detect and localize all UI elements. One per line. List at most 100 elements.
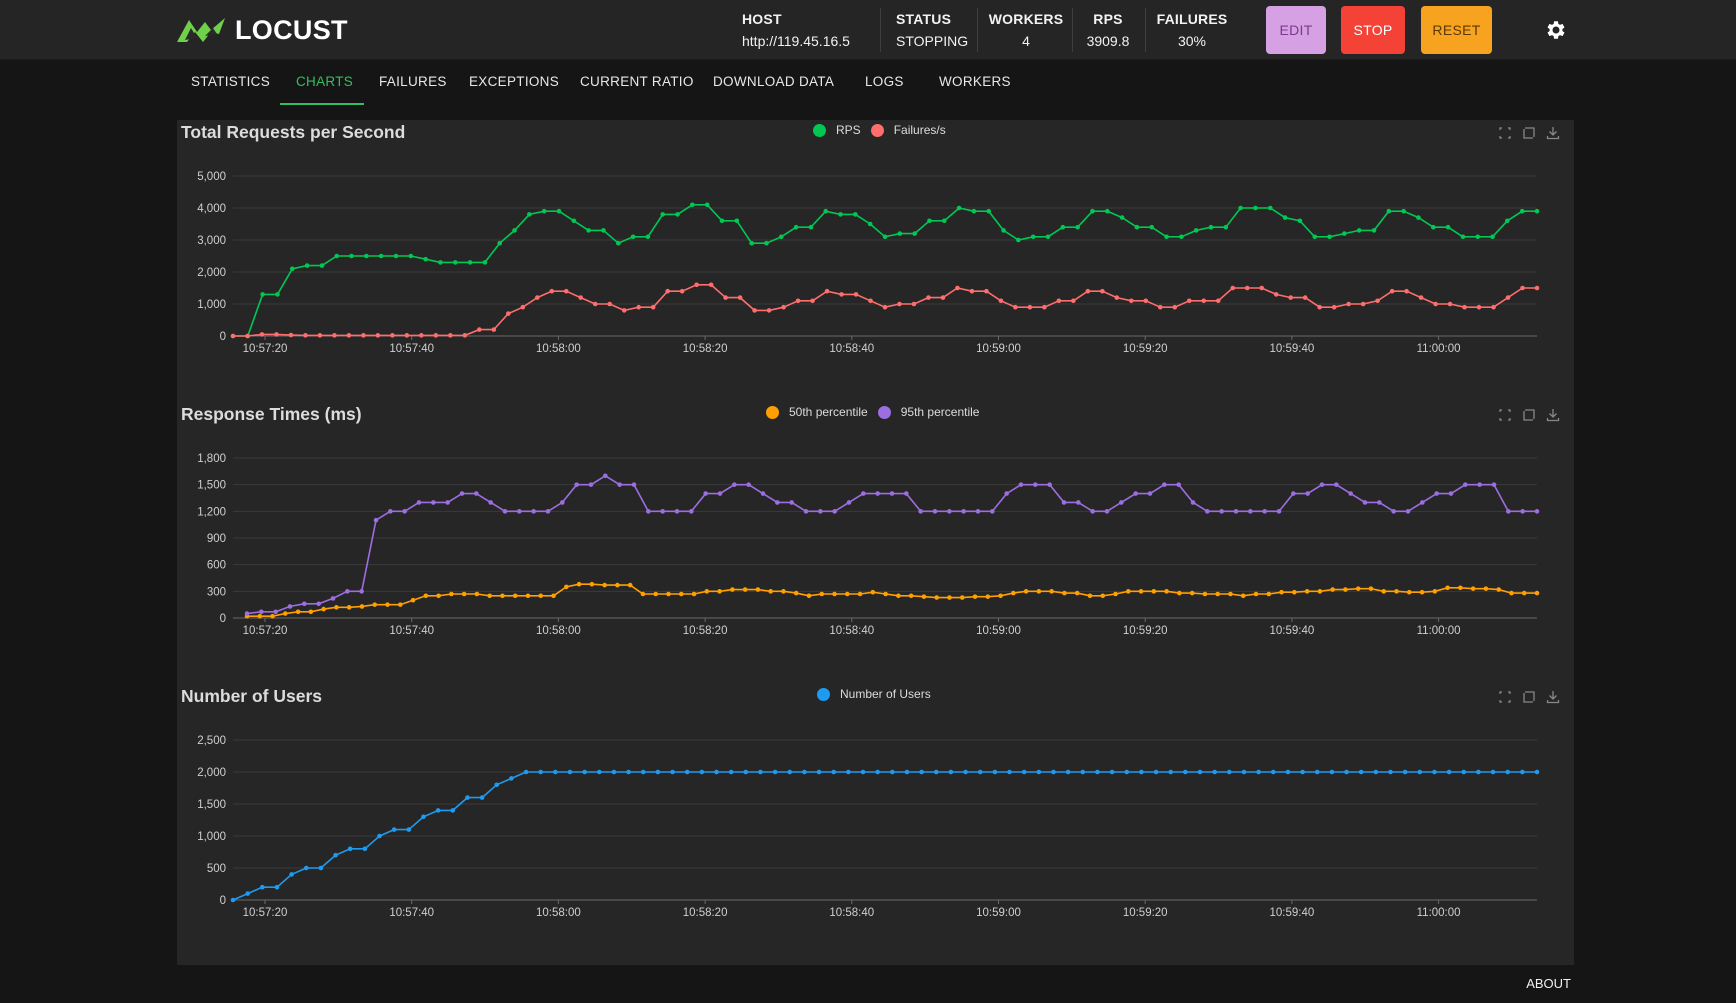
zoom-icon[interactable] (1498, 408, 1512, 422)
data-point (274, 884, 280, 890)
data-point (775, 500, 780, 505)
data-point (1228, 591, 1233, 597)
data-point (1447, 301, 1453, 307)
data-point (808, 224, 814, 230)
data-point (1164, 234, 1169, 240)
data-point (560, 500, 565, 505)
data-point (345, 589, 350, 594)
legend-item-rps[interactable]: RPS (813, 123, 861, 137)
data-point (448, 333, 453, 338)
data-point (948, 769, 954, 775)
data-point (818, 509, 823, 514)
gear-icon[interactable] (1544, 18, 1568, 42)
data-point (766, 308, 772, 313)
y-tick-label: 1,500 (197, 799, 226, 811)
data-point (853, 212, 858, 217)
data-point (303, 333, 308, 338)
data-point (832, 509, 837, 514)
series-line-1 (233, 284, 1537, 337)
data-point (1176, 482, 1181, 487)
data-point (1386, 208, 1392, 214)
data-point (955, 285, 960, 291)
edit-button[interactable]: EDIT (1266, 6, 1326, 54)
data-point (1256, 769, 1261, 775)
data-point (1506, 509, 1511, 514)
data-point (1417, 769, 1423, 775)
data-point (567, 769, 573, 775)
data-point (1230, 285, 1236, 291)
data-point (985, 594, 991, 599)
stop-button[interactable]: STOP (1341, 6, 1405, 54)
data-point (690, 202, 695, 208)
data-point (1164, 589, 1169, 594)
data-point (1134, 224, 1140, 230)
restore-icon[interactable] (1522, 690, 1536, 704)
legend-item-users[interactable]: Number of Users (817, 687, 931, 701)
top-bar: LOCUST HOST http://119.45.16.5 STATUS ST… (0, 0, 1736, 60)
data-point (1534, 590, 1540, 596)
locust-logo[interactable]: LOCUST (175, 14, 348, 46)
data-point (421, 814, 426, 820)
data-point (317, 333, 323, 338)
tab-statistics[interactable]: STATISTICS (191, 74, 271, 89)
data-point (1018, 482, 1024, 487)
restore-icon[interactable] (1522, 408, 1536, 422)
data-point (359, 604, 365, 609)
reset-button[interactable]: RESET (1421, 6, 1492, 54)
data-point (660, 212, 666, 217)
legend-item-p50[interactable]: 50th percentile (766, 405, 868, 419)
data-point (1288, 295, 1293, 300)
data-point (275, 292, 280, 297)
legend-item-p95[interactable]: 95th percentile (877, 405, 979, 419)
tab-download-data[interactable]: DOWNLOAD DATA (713, 74, 835, 89)
download-icon[interactable] (1546, 408, 1560, 422)
data-point (393, 253, 399, 259)
data-point (1109, 769, 1115, 775)
about-link[interactable]: ABOUT (1526, 976, 1571, 991)
data-point (385, 602, 390, 607)
data-point (523, 769, 529, 775)
legend-label: RPS (836, 123, 861, 137)
tab-charts[interactable]: CHARTS (296, 74, 354, 89)
data-point (502, 509, 508, 514)
data-point (861, 491, 866, 496)
y-tick-label: 2,000 (197, 767, 226, 779)
data-point (1065, 769, 1071, 775)
data-point (230, 333, 236, 339)
data-point (1519, 208, 1525, 214)
tab-exceptions[interactable]: EXCEPTIONS (469, 74, 560, 89)
data-point (491, 327, 497, 332)
restore-icon[interactable] (1522, 126, 1536, 140)
data-point (1119, 500, 1124, 505)
tab-workers[interactable]: WORKERS (939, 74, 1011, 89)
y-tick-label: 1,500 (197, 480, 226, 492)
chart-title: Total Requests per Second (181, 122, 406, 142)
y-tick-label: 500 (207, 863, 226, 875)
data-point (675, 212, 680, 217)
data-point (1223, 224, 1229, 230)
data-point (1036, 589, 1042, 594)
data-point (512, 228, 517, 233)
zoom-icon[interactable] (1498, 126, 1512, 140)
x-tick-label: 10:59:00 (976, 625, 1021, 637)
tab-logs[interactable]: LOGS (865, 74, 904, 89)
zoom-icon[interactable] (1498, 690, 1512, 704)
data-point (520, 304, 526, 310)
status-value: STOPPING (896, 33, 969, 49)
tab-failures[interactable]: FAILURES (379, 74, 447, 89)
chart-legend: RPS Failures/s (813, 123, 956, 137)
x-tick-label: 10:59:20 (1123, 625, 1168, 637)
data-point (911, 301, 917, 307)
data-point (607, 301, 613, 307)
data-point (449, 591, 454, 597)
data-point (1016, 237, 1021, 243)
data-point (1177, 590, 1182, 596)
legend-item-failures[interactable]: Failures/s (870, 123, 946, 137)
download-icon[interactable] (1546, 690, 1560, 704)
y-tick-label: 0 (220, 895, 226, 907)
tab-current-ratio[interactable]: CURRENT RATIO (580, 74, 694, 89)
stat-divider (977, 8, 978, 52)
data-point (274, 332, 279, 337)
download-icon[interactable] (1546, 126, 1560, 140)
charts-panel: 0 1,000 2,000 3,000 4,000 5,000 10:57:20 10:57:… (177, 120, 1574, 965)
